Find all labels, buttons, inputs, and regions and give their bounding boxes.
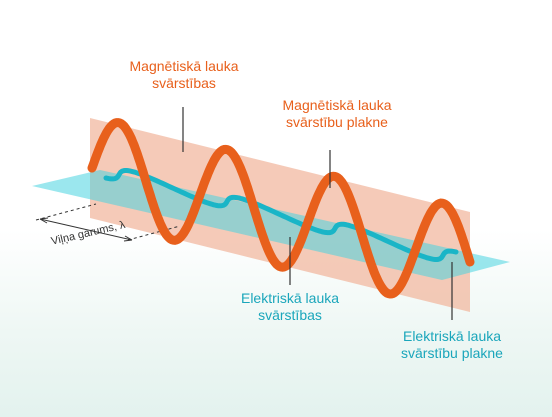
wavelength-arrow-right-icon [123, 235, 133, 242]
label-magnetic-oscillations-line2: svārstības [152, 75, 216, 91]
label-magnetic-plane-line1: Magnētiskā lauka [282, 97, 392, 113]
label-magnetic-plane: Magnētiskā lauka svārstību plakne [283, 97, 392, 131]
label-magnetic-oscillations: Magnētiskā lauka svārstības [130, 58, 239, 92]
magnetic-wave-curve [87, 118, 475, 299]
wavelength-extension-left [35, 203, 97, 221]
label-electric-oscillations-line1: Elektriskā lauka [240, 290, 340, 306]
label-electric-plane-line2: svārstību plakne [401, 345, 503, 361]
label-electric-plane: Elektriskā lauka svārstību plakne [401, 328, 503, 362]
wavelength-dimension-line [39, 218, 133, 241]
wavelength-arrow-left-icon [39, 217, 49, 224]
label-magnetic-oscillations-line1: Magnētiskā lauka [129, 58, 239, 74]
label-magnetic-plane-line2: svārstību plakne [286, 114, 388, 130]
wavelength-marker [35, 203, 181, 242]
wavelength-extension-right [127, 225, 181, 241]
label-electric-oscillations-line2: svārstības [258, 307, 322, 323]
label-electric-oscillations: Elektriskā lauka svārstības [241, 290, 339, 324]
label-electric-plane-line1: Elektriskā lauka [402, 328, 502, 344]
